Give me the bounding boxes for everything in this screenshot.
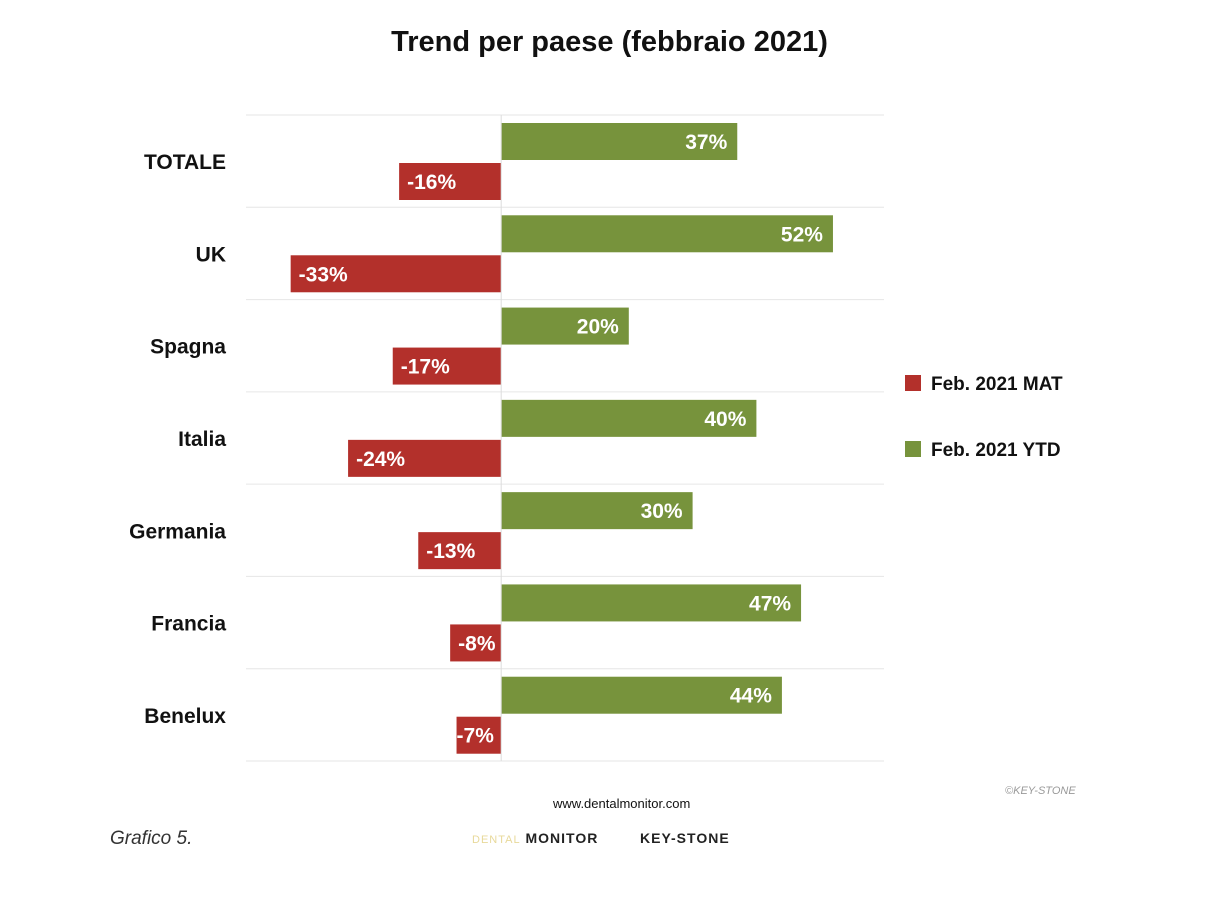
bar-mat <box>456 716 502 754</box>
data-label-ytd: 20% <box>577 316 619 339</box>
data-label-ytd: 40% <box>704 408 746 431</box>
category-label: Germania <box>129 520 226 543</box>
data-label-mat: -16% <box>407 171 456 194</box>
category-label: Francia <box>151 613 226 636</box>
data-label-mat: -8% <box>458 632 496 655</box>
legend-label: Feb. 2021 YTD <box>931 440 1061 461</box>
data-label-mat: -7% <box>457 725 495 748</box>
bar-ytd <box>501 584 802 622</box>
bar-mat <box>392 347 502 385</box>
keystone-logo: KEY-STONE <box>640 830 730 846</box>
data-label-ytd: 47% <box>749 592 791 615</box>
bar-mat <box>290 255 502 293</box>
bar-ytd <box>501 215 833 253</box>
bar-mat <box>348 439 502 477</box>
data-label-mat: -17% <box>401 356 450 379</box>
bar-ytd <box>501 492 693 530</box>
bar-ytd <box>501 676 782 714</box>
data-label-ytd: 37% <box>685 131 727 154</box>
figure-caption: Grafico 5. <box>110 828 193 849</box>
legend-swatch <box>905 375 921 391</box>
bar-ytd <box>501 307 629 345</box>
category-label: TOTALE <box>144 151 226 174</box>
bar-mat <box>399 163 502 200</box>
category-label: Italia <box>178 428 226 451</box>
data-label-mat: -33% <box>299 263 348 286</box>
dental-monitor-logo: DENTAL MONITOR <box>472 830 599 846</box>
data-label-mat: -24% <box>356 448 405 471</box>
data-label-ytd: 44% <box>730 685 772 708</box>
bar-ytd <box>501 399 757 437</box>
chart-title: Trend per paese (febbraio 2021) <box>391 26 828 58</box>
data-label-ytd: 30% <box>641 500 683 523</box>
legend-swatch <box>905 441 921 457</box>
bar-ytd <box>501 123 738 160</box>
bar-mat <box>418 532 502 570</box>
category-label: Spagna <box>150 336 226 359</box>
source-url: www.dentalmonitor.com <box>553 796 691 811</box>
bar-mat <box>450 624 502 662</box>
data-label-ytd: 52% <box>781 223 823 246</box>
category-label: Benelux <box>144 705 226 728</box>
data-label-mat: -13% <box>426 540 475 563</box>
legend-label: Feb. 2021 MAT <box>931 374 1063 395</box>
category-label: UK <box>196 243 226 266</box>
copyright: ©KEY-STONE <box>1005 785 1076 797</box>
